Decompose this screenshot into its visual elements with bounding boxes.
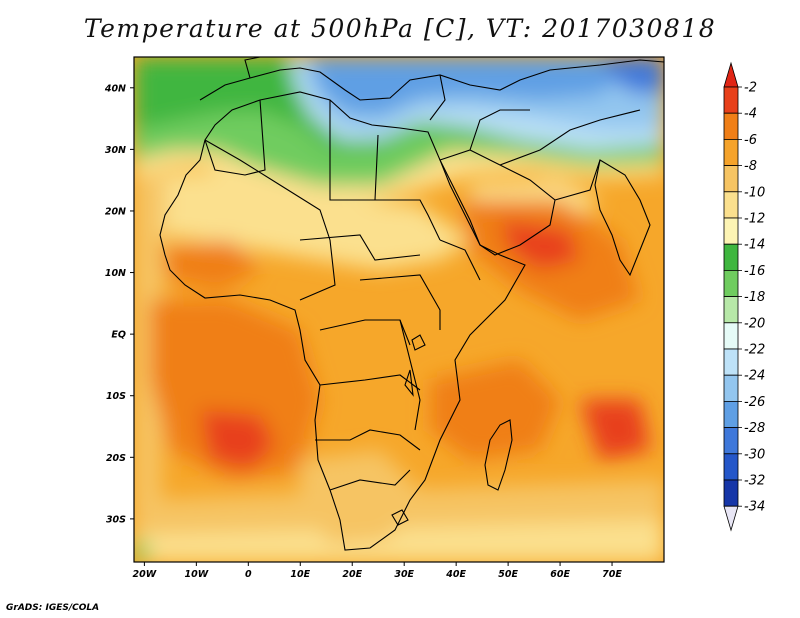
colorbar-swatch — [723, 269, 739, 297]
colorbar-swatch — [723, 479, 739, 507]
lon-tick-label: 0 — [245, 569, 252, 580]
lat-tick-label: 30S — [106, 514, 126, 525]
lat-tick-label: 20S — [106, 453, 126, 464]
colorbar-swatch — [723, 400, 739, 428]
lon-tick-label: 10E — [290, 569, 310, 580]
colorbar-level-label: -4 — [744, 107, 757, 122]
colorbar-level-label: -10 — [744, 185, 765, 200]
colorbar-swatch — [723, 374, 739, 402]
colorbar-swatch — [723, 296, 739, 324]
lat-tick-label: 10S — [106, 391, 126, 402]
colorbar-swatch — [723, 453, 739, 481]
lon-tick-label: 70E — [602, 569, 622, 580]
lat-tick-label: 30N — [105, 145, 126, 156]
colorbar-legend: -2 -4 -6 -8 -10 -12 -14 -16 -18 -20 -22 -24 -26 -28 -3… — [723, 61, 765, 532]
colorbar-swatch — [723, 165, 739, 193]
colorbar-level-label: -24 — [744, 369, 765, 384]
colorbar-level-label: -12 — [744, 212, 765, 227]
colorbar-swatch — [723, 138, 739, 166]
lon-tick-label: 20W — [133, 569, 157, 580]
grads-credit: GrADS: IGES/COLA — [6, 603, 100, 613]
colorbar-level-label: -14 — [744, 238, 765, 253]
colorbar-max-arrow — [723, 61, 739, 88]
colorbar-swatch — [723, 191, 739, 219]
colorbar-level-label: -2 — [744, 81, 757, 96]
map-title: Temperature at 500hPa [C], VT: 201703081… — [83, 14, 717, 43]
colorbar-swatch — [723, 112, 739, 140]
lon-tick-label: 40E — [445, 569, 466, 580]
colorbar-level-label: -16 — [744, 264, 765, 279]
lat-tick-label: EQ — [111, 330, 126, 341]
colorbar-swatch — [723, 243, 739, 271]
lon-tick-label: 50E — [498, 569, 518, 580]
lon-tick-label: 60E — [550, 569, 570, 580]
colorbar-level-label: -30 — [744, 447, 765, 462]
colorbar-level-label: -20 — [744, 316, 765, 331]
longitude-axis: 20W 10W 0 10E 20E 30E 40E 50E 60E 70E — [133, 562, 622, 580]
plot-frame — [133, 56, 665, 563]
coastlines — [159, 57, 664, 551]
lon-tick-label: 30E — [394, 569, 414, 580]
colorbar-level-label: -26 — [744, 395, 765, 410]
lat-tick-label: 10N — [105, 268, 126, 279]
colorbar-swatch — [723, 217, 739, 245]
colorbar-level-label: -8 — [744, 159, 757, 174]
colorbar-level-label: -18 — [744, 290, 765, 305]
lon-tick-label: 10W — [185, 569, 209, 580]
colorbar-swatch — [723, 427, 739, 455]
colorbar-swatch — [723, 86, 739, 114]
colorbar-level-label: -6 — [744, 133, 757, 148]
latitude-axis: 40N 30N 20N 10N EQ 10S 20S 30S — [104, 83, 134, 525]
colorbar-level-label: -34 — [744, 500, 765, 515]
lat-tick-label: 20N — [105, 206, 126, 217]
temperature-field — [134, 57, 664, 562]
lat-tick-label: 40N — [104, 83, 126, 94]
colorbar-level-label: -22 — [744, 343, 765, 358]
lon-tick-label: 20E — [342, 569, 362, 580]
colorbar-level-label: -28 — [744, 421, 765, 436]
colorbar-min-arrow — [723, 505, 739, 532]
colorbar-swatch — [723, 322, 739, 350]
colorbar-level-label: -32 — [744, 474, 765, 489]
colorbar-swatch — [723, 348, 739, 376]
